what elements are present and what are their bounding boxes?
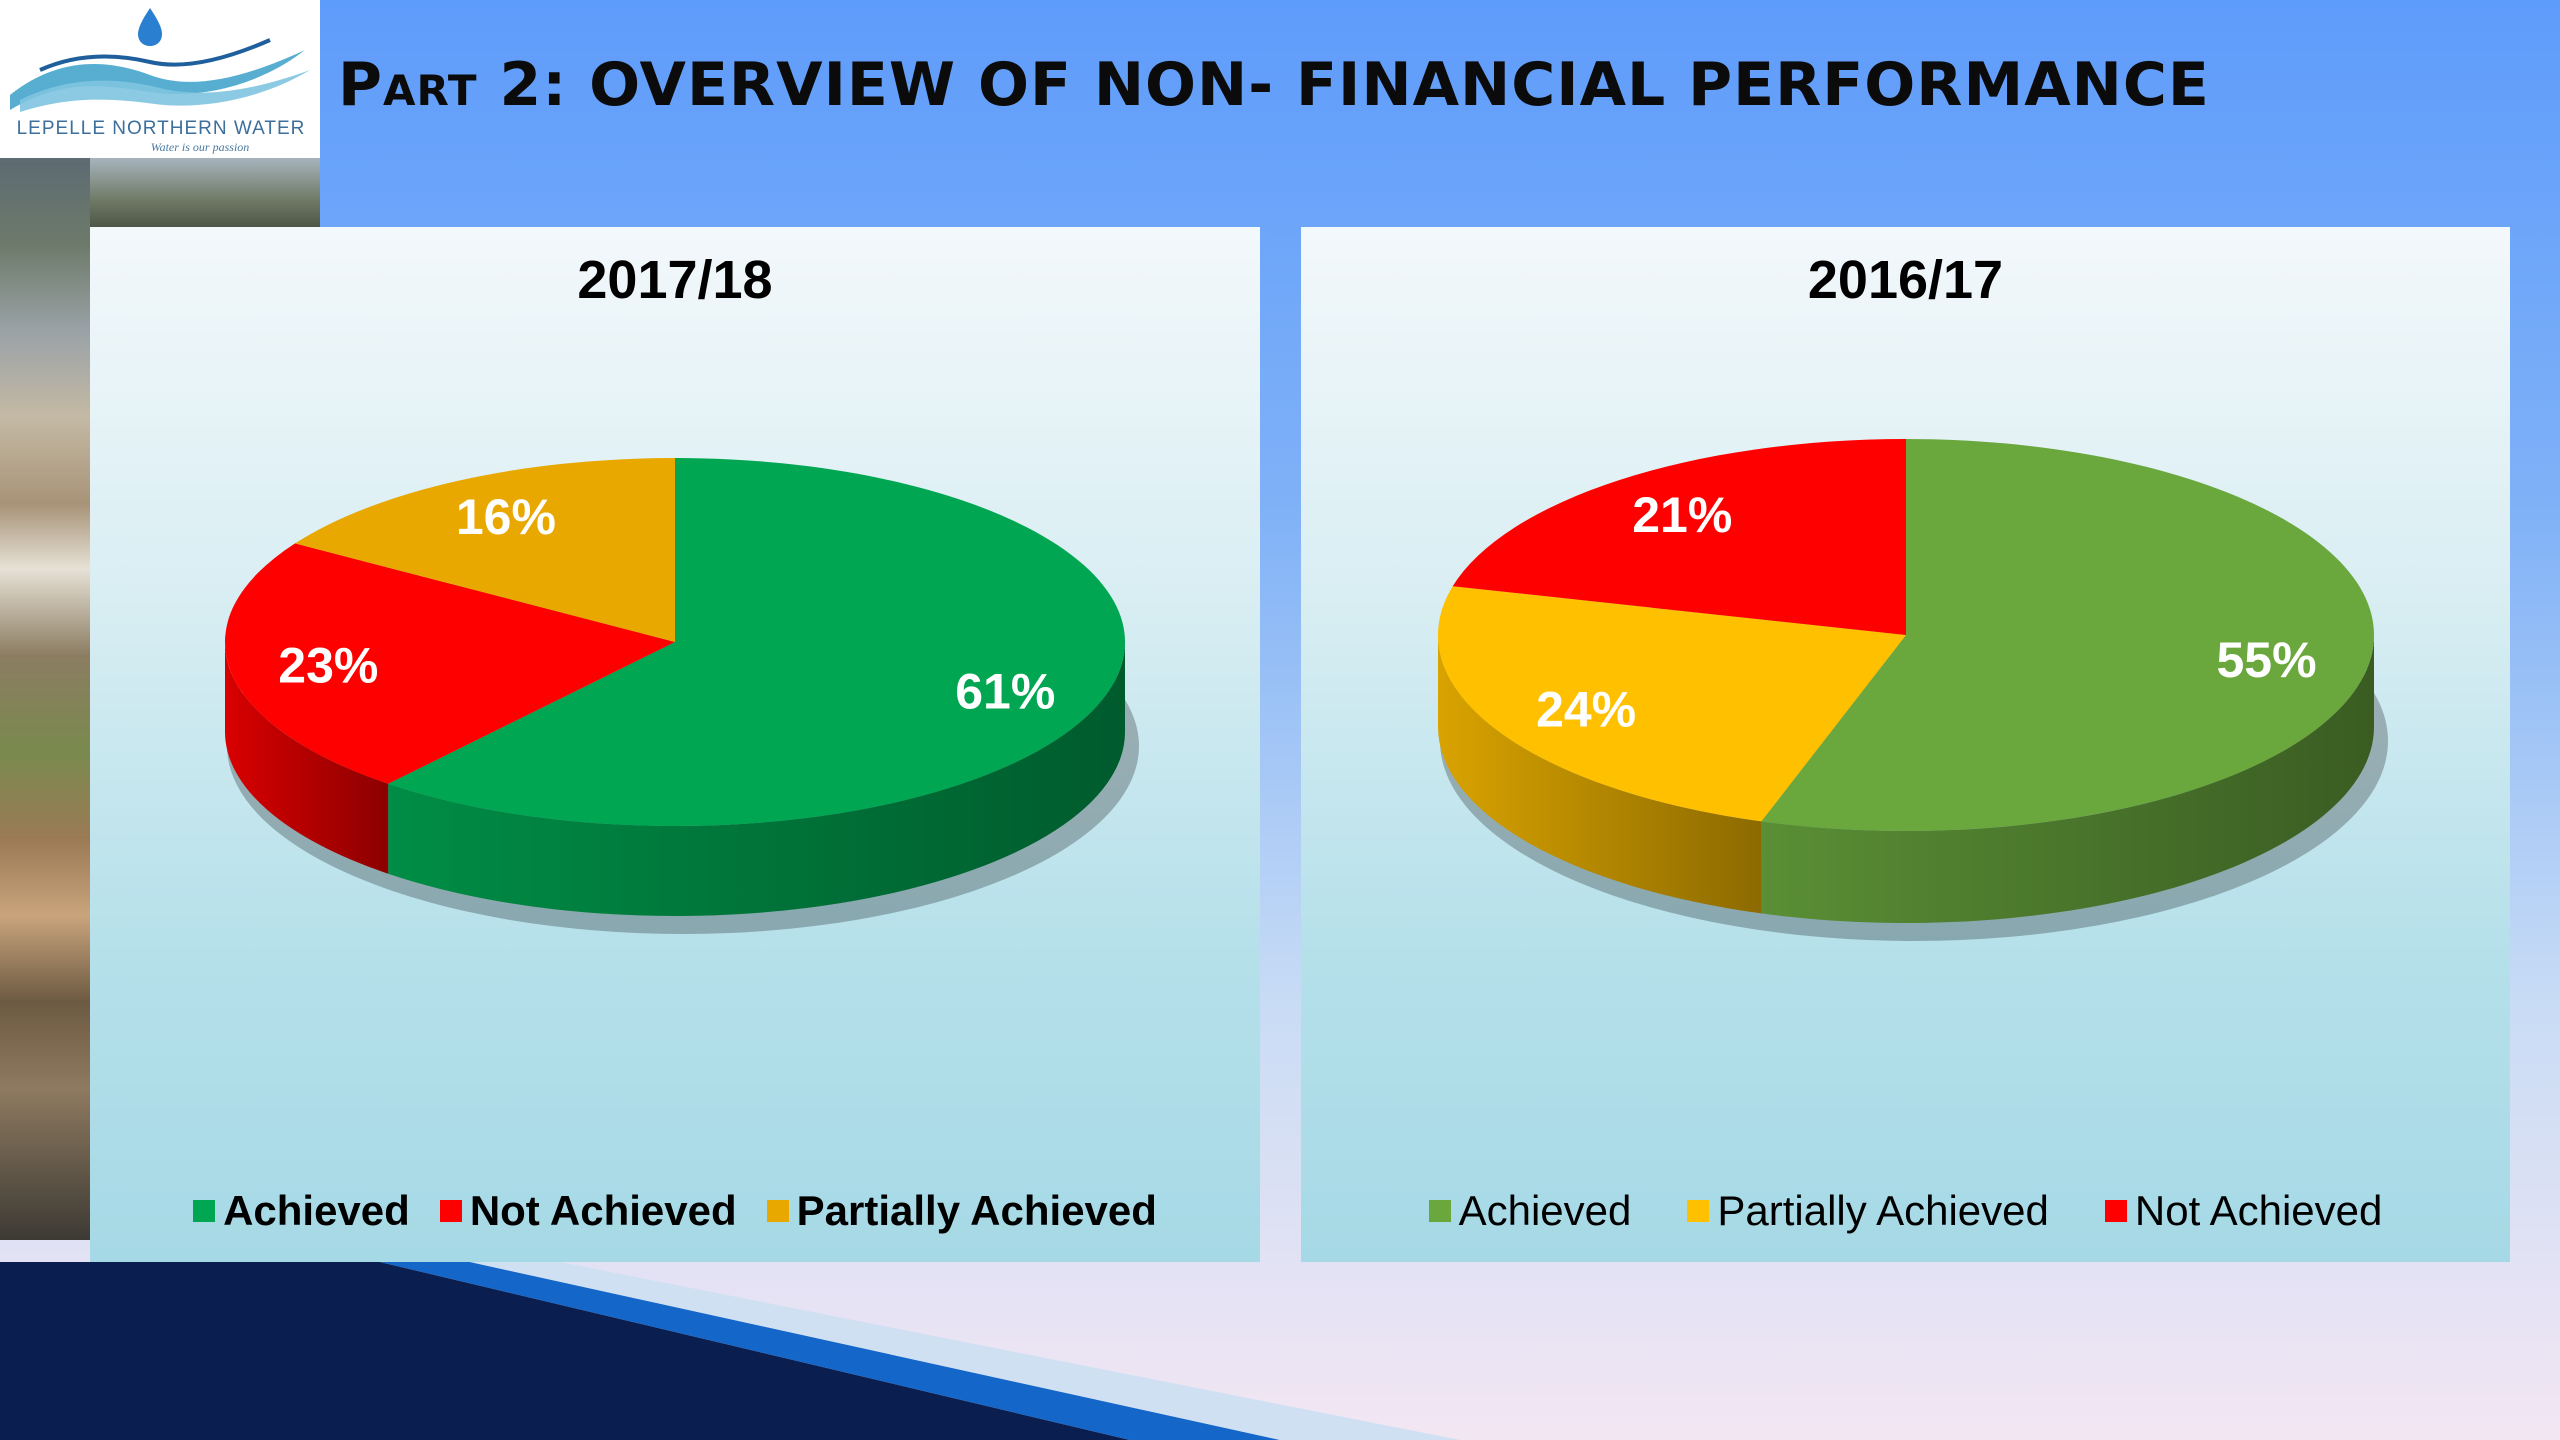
legend-item-achieved: Achieved <box>1428 1187 1632 1235</box>
pie-side-achieved <box>388 642 1126 916</box>
pie-slice-not-achieved <box>1452 439 1906 635</box>
pie-side-not-achieved <box>225 642 389 874</box>
pie-side-partially-achieved <box>1438 635 1762 914</box>
water-waves-logo-icon <box>10 8 310 112</box>
pie-sides <box>1438 635 2374 924</box>
data-label-achieved: 55% <box>2217 632 2317 688</box>
legend-label: Partially Achieved <box>1717 1187 2049 1234</box>
legend-swatch <box>193 1200 216 1222</box>
pie-slice-achieved <box>388 458 1126 826</box>
logo-name: LEPELLE NORTHERN WATER <box>16 118 306 139</box>
legend-item-achieved: Achieved <box>193 1187 410 1235</box>
pie-sides <box>225 642 1126 916</box>
legend-item-partially-achieved: Partially Achieved <box>766 1187 1157 1235</box>
decorative-band-shape <box>0 1262 1460 1440</box>
company-logo: LEPELLE NORTHERN WATER Water is our pass… <box>0 0 320 158</box>
pie-side-achieved <box>1761 635 2374 924</box>
data-label-partially-achieved: 24% <box>1536 682 1636 738</box>
chart-panel-2016-17: 55% 24% 21% 2016/17 Achieved Partially Ach… <box>1301 227 2510 1262</box>
legend-swatch <box>2104 1200 2127 1222</box>
chart-panel-2017-18: 61% 23% 16% 2017/18 Achieved Not Achieved … <box>90 227 1260 1262</box>
legend-swatch <box>439 1200 462 1222</box>
legend-swatch <box>1428 1200 1451 1222</box>
header-photo <box>90 158 320 228</box>
legend-label: Partially Achieved <box>796 1187 1157 1234</box>
decorative-bottom-band <box>0 1262 2560 1440</box>
legend-swatch <box>766 1200 789 1222</box>
pie-chart-2017-18: 61% 23% 16% <box>225 458 1139 934</box>
slide-title-main: OVERVIEW OF NON- FINANCIAL PERFORMANCE <box>589 50 2210 120</box>
pie-slice-partially-achieved <box>1438 586 1906 822</box>
legend-swatch <box>1687 1200 1710 1222</box>
chart-title: 2016/17 <box>1807 250 2004 310</box>
side-photo-strip <box>0 158 90 1240</box>
legend-label: Achieved <box>223 1187 410 1234</box>
chart-legend: Achieved Not Achieved Partially Achieved <box>90 1187 1260 1235</box>
slide-title: Part 2: OVERVIEW OF NON- FINANCIAL PERFO… <box>338 50 2210 120</box>
chart-title: 2017/18 <box>577 250 773 310</box>
data-label-partially-achieved: 16% <box>456 489 556 545</box>
pie-slice-not-achieved <box>225 543 675 784</box>
data-label-achieved: 61% <box>955 664 1055 720</box>
chart-legend: Achieved Partially Achieved Not Achieved <box>1301 1187 2510 1235</box>
legend-label: Not Achieved <box>469 1187 737 1234</box>
data-label-not-achieved: 21% <box>1632 487 1732 543</box>
pie-slice-partially-achieved <box>295 458 675 642</box>
pie-chart-2016-17: 55% 24% 21% <box>1438 439 2388 941</box>
legend-item-not-achieved: Not Achieved <box>2104 1187 2383 1235</box>
data-label-not-achieved: 23% <box>278 637 378 693</box>
pie-slice-achieved <box>1761 439 2374 831</box>
legend-label: Achieved <box>1458 1187 1632 1234</box>
slide-title-prefix: Part 2: <box>338 50 568 120</box>
logo-tagline: Water is our passion <box>150 140 250 154</box>
legend-label: Not Achieved <box>2134 1187 2383 1234</box>
legend-item-not-achieved: Not Achieved <box>439 1187 737 1235</box>
legend-item-partially-achieved: Partially Achieved <box>1687 1187 2049 1235</box>
